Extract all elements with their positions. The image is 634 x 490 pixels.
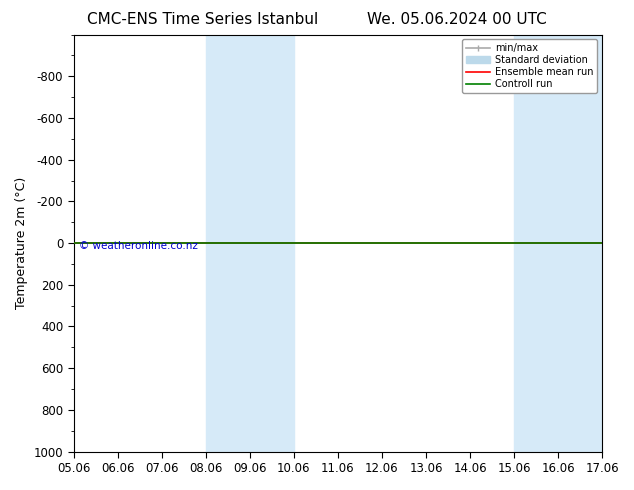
Bar: [206, 35, 294, 452]
Text: CMC-ENS Time Series Istanbul: CMC-ENS Time Series Istanbul: [87, 12, 318, 27]
Legend: min/max, Standard deviation, Ensemble mean run, Controll run: min/max, Standard deviation, Ensemble me…: [462, 40, 597, 93]
Bar: [514, 35, 602, 452]
Y-axis label: Temperature 2m (°C): Temperature 2m (°C): [15, 177, 28, 309]
Text: We. 05.06.2024 00 UTC: We. 05.06.2024 00 UTC: [366, 12, 547, 27]
Text: © weatheronline.co.nz: © weatheronline.co.nz: [79, 241, 198, 251]
